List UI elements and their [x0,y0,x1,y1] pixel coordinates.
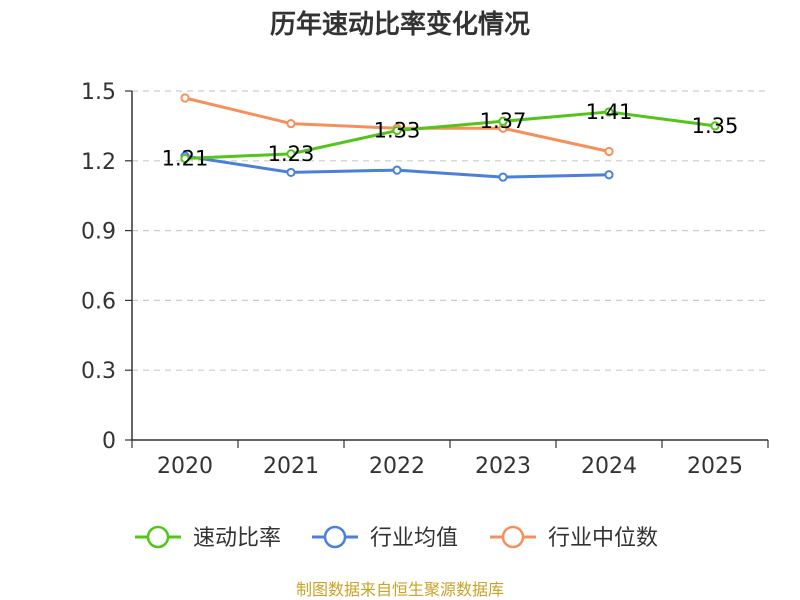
data-label: 1.21 [162,146,209,170]
axes: 0 0.3 0.6 0.9 1.2 1.5 2020 2021 2022 2023 2024 2025 [81,80,769,479]
series-point[interactable] [710,121,720,131]
source-note: 制图数据来自恒生聚源数据库 [296,580,504,599]
series-point[interactable] [604,146,614,157]
x-tick-label: 2021 [263,454,319,479]
series-point[interactable] [498,116,508,126]
series-group [180,93,720,182]
data-label: 1.33 [374,119,421,143]
y-tick-label: 0 [102,429,116,454]
data-label: 1.23 [268,142,315,166]
legend-label: 行业中位数 [548,526,658,551]
legend-item[interactable]: 行业中位数 [490,525,658,551]
x-tick-label: 2022 [369,454,425,479]
series-point[interactable] [604,107,614,117]
x-tick-label: 2024 [581,454,637,479]
legend-item[interactable]: 行业均值 [312,525,458,551]
series-point[interactable] [286,149,296,159]
series-point[interactable] [286,118,296,129]
series-point[interactable] [180,93,190,103]
x-tick-label: 2020 [157,454,213,479]
series-point[interactable] [180,153,190,164]
data-label: 1.35 [692,114,739,138]
x-tick-label: 2023 [475,454,531,479]
data-labels: 1.21 1.23 1.33 1.37 1.41 1.35 [162,100,739,171]
series-point[interactable] [498,172,508,182]
data-label: 1.37 [480,109,527,133]
legend-marker [323,525,347,549]
legend-marker [501,525,525,549]
data-label: 1.41 [586,100,633,124]
series-point[interactable] [286,167,296,178]
chart-title: 历年速动比率变化情况 [270,9,530,40]
y-tick-label: 1.5 [81,80,116,105]
legend-item[interactable]: 速动比率 [135,525,281,551]
series-line-0 [184,110,716,160]
legend-label: 行业均值 [370,526,458,551]
x-tick-label: 2025 [687,454,743,479]
y-tick-label: 0.6 [81,289,116,314]
legend[interactable]: 速动比率 行业均值 行业中位数 [135,525,658,551]
series-point[interactable] [392,165,402,175]
legend-marker [146,525,170,549]
series-point[interactable] [604,170,614,180]
y-tick-label: 0.9 [81,220,116,245]
y-tick-label: 1.2 [81,150,116,175]
legend-label: 速动比率 [193,526,281,551]
grid [132,90,768,371]
y-tick-label: 0.3 [81,359,116,384]
series-point[interactable] [392,125,402,136]
